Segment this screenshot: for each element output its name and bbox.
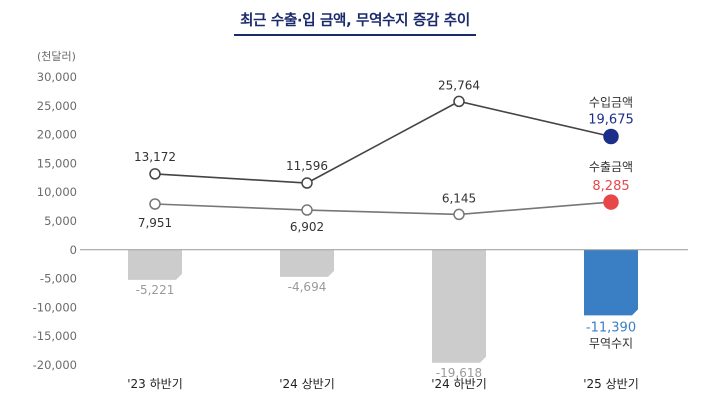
import-amount-line (154, 100, 612, 184)
export-amount-point (453, 208, 465, 221)
x-category-label: '25 상반기 (583, 377, 639, 391)
trade-balance-bar (584, 249, 638, 316)
export-amount-value-label: 7,951 (138, 216, 172, 230)
import-amount-point (603, 128, 619, 145)
x-category-label: '24 상반기 (279, 377, 335, 391)
trade-balance-value-label: -19,618 (436, 366, 482, 380)
export-amount-value-label: 6,145 (442, 191, 476, 205)
trade-balance-bar (128, 249, 182, 280)
y-tick-label: 5,000 (44, 214, 77, 228)
trade-balance-value-label: -11,390 (586, 320, 636, 335)
import-amount-value-label: 11,596 (286, 159, 328, 173)
import-series-name: 수입금액 (589, 95, 633, 109)
import-amount-value-label: 13,172 (134, 150, 176, 164)
trade-balance-value-label: -5,221 (136, 283, 175, 297)
import-amount-point (301, 177, 313, 189)
trade-balance-series-name: 무역수지 (589, 336, 633, 350)
import-amount-value-label: 25,764 (438, 78, 480, 92)
y-tick-label: 10,000 (37, 185, 77, 199)
trade-balance-bar (432, 249, 486, 363)
x-category-label: '24 하반기 (431, 377, 487, 391)
import-amount-point (149, 168, 161, 180)
trade-balance-bar (280, 249, 334, 277)
export-amount-value-label: 6,902 (290, 220, 324, 234)
y-tick-label: -15,000 (33, 329, 77, 343)
unit-label: (천달러) (37, 49, 76, 63)
export-amount-value-label: 8,285 (592, 179, 629, 194)
import-amount-value-label: 19,675 (588, 112, 634, 127)
x-category-label: '23 하반기 (127, 377, 183, 391)
y-tick-label: 0 (70, 243, 77, 257)
y-tick-label: -20,000 (33, 358, 77, 372)
export-series-name: 수출금액 (589, 160, 633, 174)
trade-balance-value-label: -4,694 (288, 280, 327, 294)
export-amount-point (149, 198, 161, 210)
y-tick-label: -10,000 (33, 300, 77, 314)
y-tick-label: 20,000 (37, 128, 77, 142)
import-amount-point (453, 95, 465, 108)
y-tick-label: 15,000 (37, 156, 77, 170)
export-amount-point (603, 194, 619, 210)
chart-title: 최근 수출·입 금액, 무역수지 증감 추이 (234, 6, 476, 36)
y-tick-label: 30,000 (37, 70, 77, 84)
y-tick-label: -5,000 (40, 272, 77, 286)
export-amount-point (301, 204, 313, 216)
export-amount-line (154, 201, 612, 216)
y-tick-label: 25,000 (37, 99, 77, 113)
